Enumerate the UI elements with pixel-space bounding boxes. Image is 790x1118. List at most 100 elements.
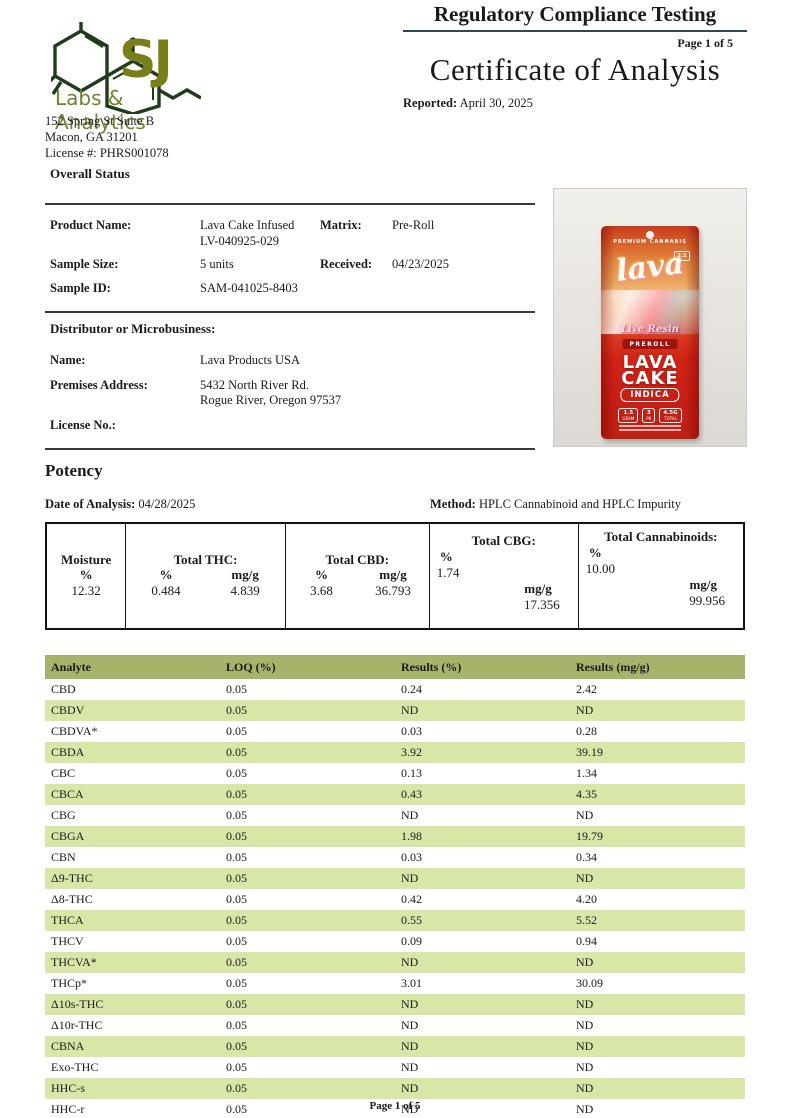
moisture-cell: Moisture % 12.32 [47, 524, 127, 628]
analyte-cell: ND [576, 1081, 594, 1095]
analyte-cell: ND [401, 871, 419, 885]
gram-badge: 1.5 GRAM [618, 408, 639, 423]
lab-address-line2: Macon, GA 31201 [45, 130, 138, 144]
analyte-cell: 4.20 [576, 892, 597, 906]
analyte-cell: 0.05 [226, 997, 247, 1011]
document-type-title: Regulatory Compliance Testing [433, 2, 717, 26]
analyte-cell: 0.05 [226, 724, 247, 738]
lab-license-number: License #: PHRS001078 [45, 146, 169, 160]
analyte-row: Exo-THC 0.05 ND ND [45, 1057, 745, 1078]
analyte-cell: THCVA* [51, 955, 97, 969]
analyte-cell: 0.05 [226, 1018, 247, 1032]
column-header-results-mgg: Results (mg/g) [570, 655, 745, 679]
cannabinoids-mgg: 99.956 [689, 592, 725, 608]
analyte-cell: 4.35 [576, 787, 597, 801]
analyte-cell: ND [576, 955, 594, 969]
analyte-cell: 0.03 [401, 850, 422, 864]
product-package: PREMIUM CANNABIS 2:1 lava Live Resin PRE… [601, 226, 699, 439]
analyte-cell: ND [401, 955, 419, 969]
sample-size-value: 5 units [200, 257, 234, 272]
reported-label: Reported: [403, 96, 458, 110]
matrix-label: Matrix: [320, 218, 362, 232]
premises-address-value: 5432 North River Rd. Rogue River, Oregon… [200, 377, 342, 408]
distributor-section: Distributor or Microbusiness: Name: Lava… [45, 315, 535, 450]
header-rule [403, 30, 747, 32]
header-right-column: Regulatory Compliance Testing Page 1 of … [403, 0, 747, 111]
analyte-row: Δ9-THC 0.05 ND ND [45, 868, 745, 889]
analyte-cell: HHC-s [51, 1081, 86, 1095]
analyte-cell: 30.09 [576, 976, 603, 990]
analyte-row: Δ10s-THC 0.05 ND ND [45, 994, 745, 1015]
page-footer: Page 1 of 5 [369, 1100, 421, 1112]
analyte-row: THCp* 0.05 3.01 30.09 [45, 973, 745, 994]
analyte-cell: 0.34 [576, 850, 597, 864]
analyte-cell: 3.01 [401, 976, 422, 990]
cbd-mgg: 36.793 [375, 583, 411, 599]
analyte-cell: 0.05 [226, 955, 247, 969]
analyte-cell: 0.43 [401, 787, 422, 801]
analyte-cell: 0.05 [226, 787, 247, 801]
analyte-cell: CBDA [51, 745, 85, 759]
analyte-row: HHC-r 0.05 ND ND [45, 1099, 745, 1118]
analyte-cell: ND [401, 808, 419, 822]
analyte-cell: 0.13 [401, 766, 422, 780]
fine-print-line [618, 429, 682, 431]
analyte-row: CBDVA* 0.05 0.03 0.28 [45, 721, 745, 742]
package-product-name: LAVA CAKE [621, 352, 679, 389]
analyte-cell: Δ10r-THC [51, 1018, 103, 1032]
analyte-cell: THCA [51, 913, 84, 927]
analyte-cell: 0.05 [226, 976, 247, 990]
analyte-cell: CBDVA* [51, 724, 98, 738]
cannabinoids-pct: 10.00 [585, 560, 615, 576]
thc-pct: 0.484 [151, 583, 181, 599]
analyte-cell: CBD [51, 682, 76, 696]
lab-logo: SJ Labs & Analytics [45, 20, 205, 134]
analyte-row: CBDA 0.05 3.92 39.19 [45, 742, 745, 763]
overall-status-heading: Overall Status [50, 166, 130, 181]
analyte-row: CBNA 0.05 ND ND [45, 1036, 745, 1057]
analyte-cell: 0.09 [401, 934, 422, 948]
analyte-cell: 0.24 [401, 682, 422, 696]
strain-type-badge: INDICA [620, 388, 680, 402]
lab-address-line1: 152 Spring St Suite B [45, 114, 155, 128]
reported-date: Reported: April 30, 2025 [403, 96, 747, 111]
product-name-label: Product Name: [50, 218, 132, 232]
analyte-row: CBDV 0.05 ND ND [45, 700, 745, 721]
analyte-cell: CBNA [51, 1039, 85, 1053]
total-cbd-cell: Total CBD: % mg/g 3.68 36.793 [286, 524, 430, 628]
analysis-meta-line: Date of Analysis: 04/28/2025 Method: HPL… [45, 497, 745, 512]
analyte-cell: ND [576, 808, 594, 822]
distributor-name-value: Lava Products USA [200, 353, 300, 367]
analyte-row: Δ10r-THC 0.05 ND ND [45, 1015, 745, 1036]
analyte-header-row: Analyte LOQ (%) Results (%) Results (mg/… [45, 655, 745, 679]
sample-size-row: Sample Size: 5 units Received: 04/23/202… [50, 257, 535, 273]
analyte-cell: ND [401, 1102, 419, 1116]
analyte-cell: ND [576, 871, 594, 885]
analyte-row: CBN 0.05 0.03 0.34 [45, 847, 745, 868]
analyte-cell: ND [576, 997, 594, 1011]
hang-hole [646, 231, 654, 239]
license-label: License No.: [50, 417, 116, 432]
analyte-cell: ND [401, 703, 419, 717]
analyte-cell: 0.28 [576, 724, 597, 738]
analyte-cell: 0.05 [226, 745, 247, 759]
certificate-title: Certificate of Analysis [429, 52, 721, 87]
potency-heading: Potency [45, 461, 103, 480]
fine-print-line [618, 425, 682, 427]
analyte-cell: 0.05 [226, 1039, 247, 1053]
analyte-cell: ND [401, 1060, 419, 1074]
distributor-heading: Distributor or Microbusiness: [50, 321, 216, 336]
analyte-cell: ND [576, 1039, 594, 1053]
analyte-cell: 0.05 [226, 1102, 247, 1116]
analyte-cell: 3.92 [401, 745, 422, 759]
analyte-cell: CBN [51, 850, 76, 864]
distributor-name-label: Name: [50, 353, 86, 367]
analyte-cell: Exo-THC [51, 1060, 99, 1074]
analyte-cell: Δ8-THC [51, 892, 93, 906]
package-brand-script: lava [614, 246, 686, 289]
analyte-cell: ND [576, 1102, 594, 1116]
premises-address-row: Premises Address: 5432 North River Rd. R… [50, 378, 535, 409]
product-photo: PREMIUM CANNABIS 2:1 lava Live Resin PRE… [553, 188, 747, 447]
analyte-cell: Δ9-THC [51, 871, 93, 885]
analyte-cell: 19.79 [576, 829, 603, 843]
